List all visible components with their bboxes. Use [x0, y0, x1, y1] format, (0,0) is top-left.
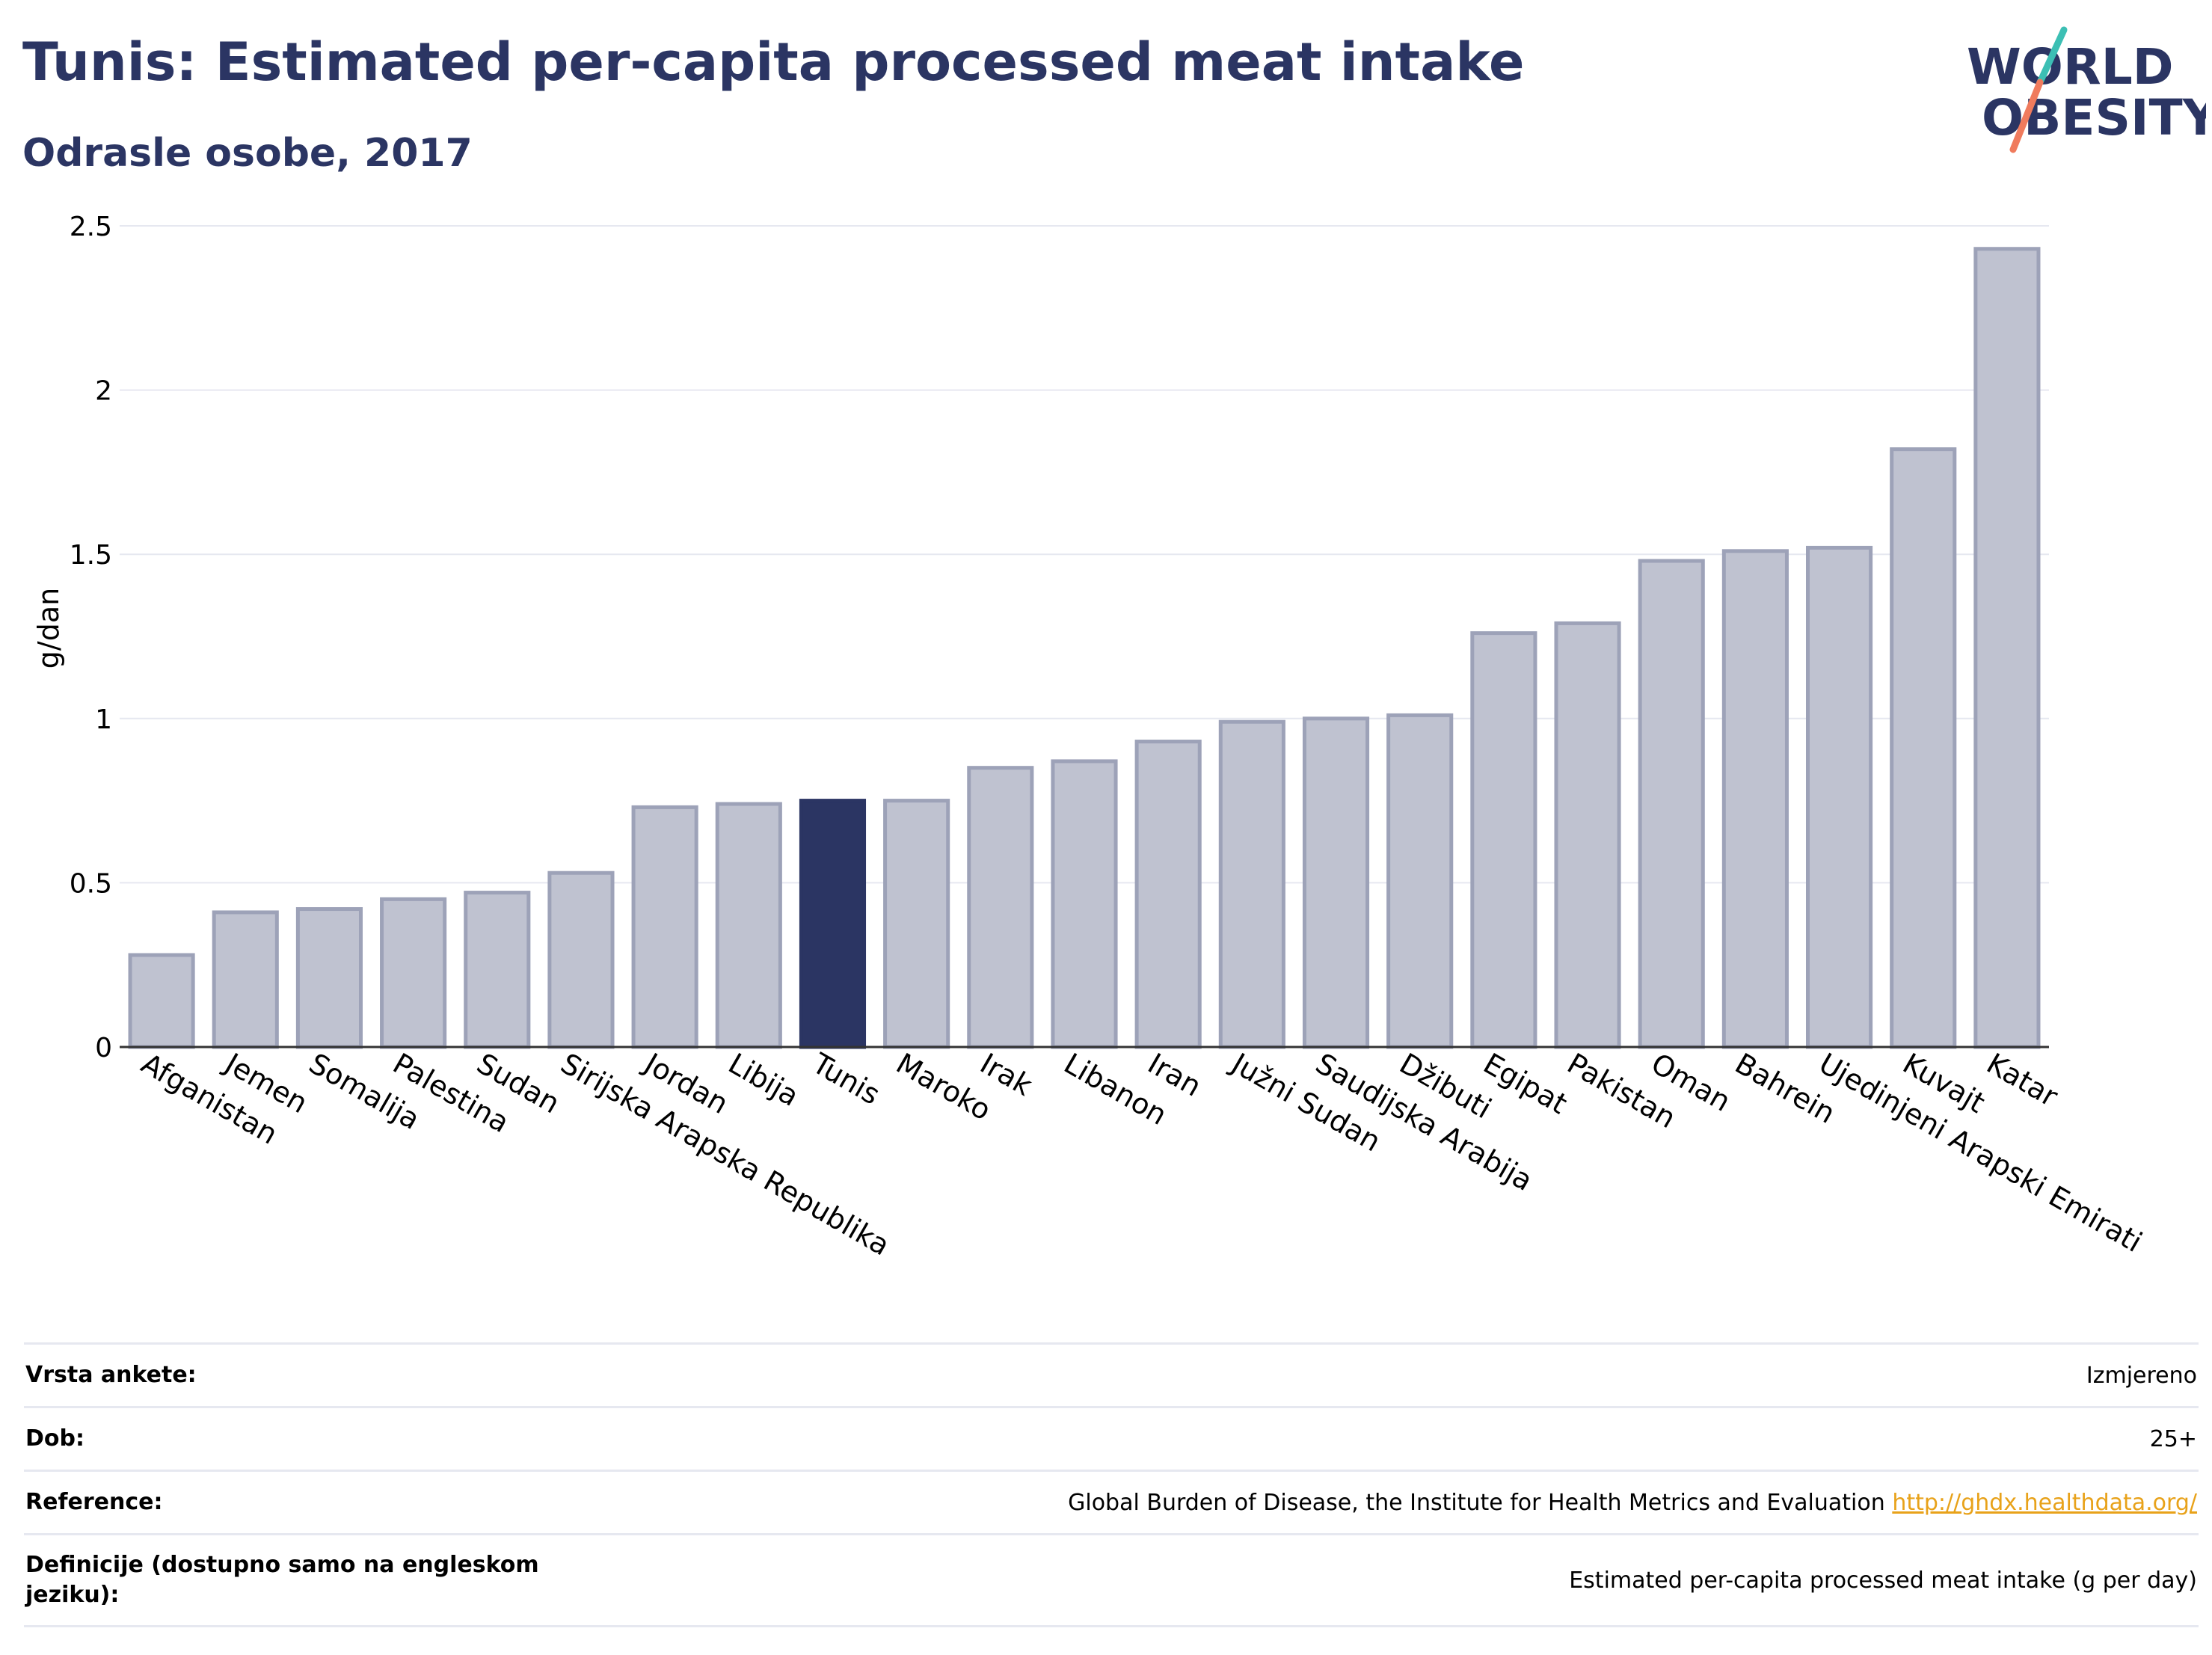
logo-slash-coral: [2009, 79, 2044, 153]
y-tick-label: 2: [95, 376, 112, 407]
y-tick-label: 0: [95, 1033, 112, 1063]
metadata-row: Vrsta ankete: Izmjereno: [24, 1342, 2199, 1407]
reference-link[interactable]: http://ghdx.healthdata.org/: [1892, 1489, 2197, 1516]
bar: [380, 897, 447, 1049]
bar: [631, 805, 698, 1049]
y-tick-label: 1: [95, 704, 112, 735]
bar: [1134, 740, 1202, 1049]
bar: [1806, 545, 1873, 1049]
world-obesity-logo: WORLD OBESITY: [1967, 26, 2206, 153]
x-tick-label: Katar: [1981, 1047, 2063, 1114]
logo-text-line1: WORLD: [1967, 38, 2174, 96]
y-tick-label: 2.5: [70, 212, 112, 242]
metadata-label: Definicije (dostupno samo na engleskom j…: [24, 1533, 595, 1627]
metadata-label: Reference:: [24, 1470, 595, 1535]
y-axis-ticks: 0 0.5 1 1.5 2 2.5: [70, 212, 112, 1063]
chart-title: Tunis: Estimated per-capita processed me…: [22, 31, 1525, 93]
metadata-value: Estimated per-capita processed meat inta…: [1569, 1567, 2197, 1594]
bar: [1973, 247, 2041, 1049]
y-tick-label: 0.5: [70, 868, 112, 899]
metadata-value: Global Burden of Disease, the Institute …: [1068, 1489, 1885, 1516]
bar: [715, 802, 782, 1049]
bar: [1554, 621, 1621, 1049]
metadata-row: Dob: 25+: [24, 1406, 2199, 1471]
bar: [1470, 631, 1537, 1049]
metadata-label: Dob:: [24, 1406, 595, 1471]
metadata-row: Reference: Global Burden of Disease, the …: [24, 1470, 2199, 1535]
bar-highlight: [799, 799, 867, 1049]
bar: [883, 799, 950, 1049]
metadata-row: Definicije (dostupno samo na engleskom j…: [24, 1533, 2199, 1627]
x-tick-label: Maroko: [891, 1047, 997, 1127]
metadata-value-cell: 25+: [595, 1406, 2199, 1471]
bar: [464, 891, 531, 1049]
bar: [1721, 549, 1789, 1049]
y-tick-label: 1.5: [70, 540, 112, 571]
metadata-value-cell: Global Burden of Disease, the Institute …: [595, 1470, 2199, 1535]
metadata-label: Vrsta ankete:: [24, 1342, 595, 1407]
chart-subtitle: Odrasle osobe, 2017: [22, 131, 473, 176]
bar-chart: 0 0.5 1 1.5 2 2.5 AfganistanJemenSomalijaPale…: [32, 212, 2148, 1262]
x-axis-ticks: AfganistanJemenSomalijaPalestinaSudanSir…: [136, 1046, 2148, 1262]
logo-slash-teal: [2036, 26, 2068, 86]
bar: [1302, 716, 1370, 1049]
x-tick-label: Egipat: [1478, 1047, 1573, 1121]
bar: [295, 907, 363, 1049]
bar: [128, 953, 195, 1049]
x-tick-label: Ujedinjeni Arapski Emirati: [1813, 1047, 2148, 1259]
bar: [212, 910, 279, 1049]
x-tick-label: Libija: [723, 1047, 805, 1113]
bar: [1218, 719, 1285, 1049]
y-axis-label: g/dan: [32, 588, 65, 669]
x-tick-label: Tunis: [806, 1046, 885, 1111]
bar: [547, 871, 615, 1049]
bar: [1386, 713, 1454, 1049]
metadata-value-cell: Izmjereno: [595, 1342, 2199, 1407]
metadata-table: Vrsta ankete: Izmjereno Dob: 25+ Reference: G…: [24, 1342, 2199, 1627]
bars: [128, 247, 2041, 1049]
bar: [1638, 559, 1705, 1049]
metadata-value: Izmjereno: [2086, 1362, 2197, 1389]
metadata-value: 25+: [2149, 1425, 2197, 1452]
metadata-value-cell: Estimated per-capita processed meat inta…: [595, 1533, 2199, 1627]
bar: [1051, 759, 1118, 1049]
bar: [967, 766, 1034, 1049]
bar: [1890, 447, 1957, 1049]
